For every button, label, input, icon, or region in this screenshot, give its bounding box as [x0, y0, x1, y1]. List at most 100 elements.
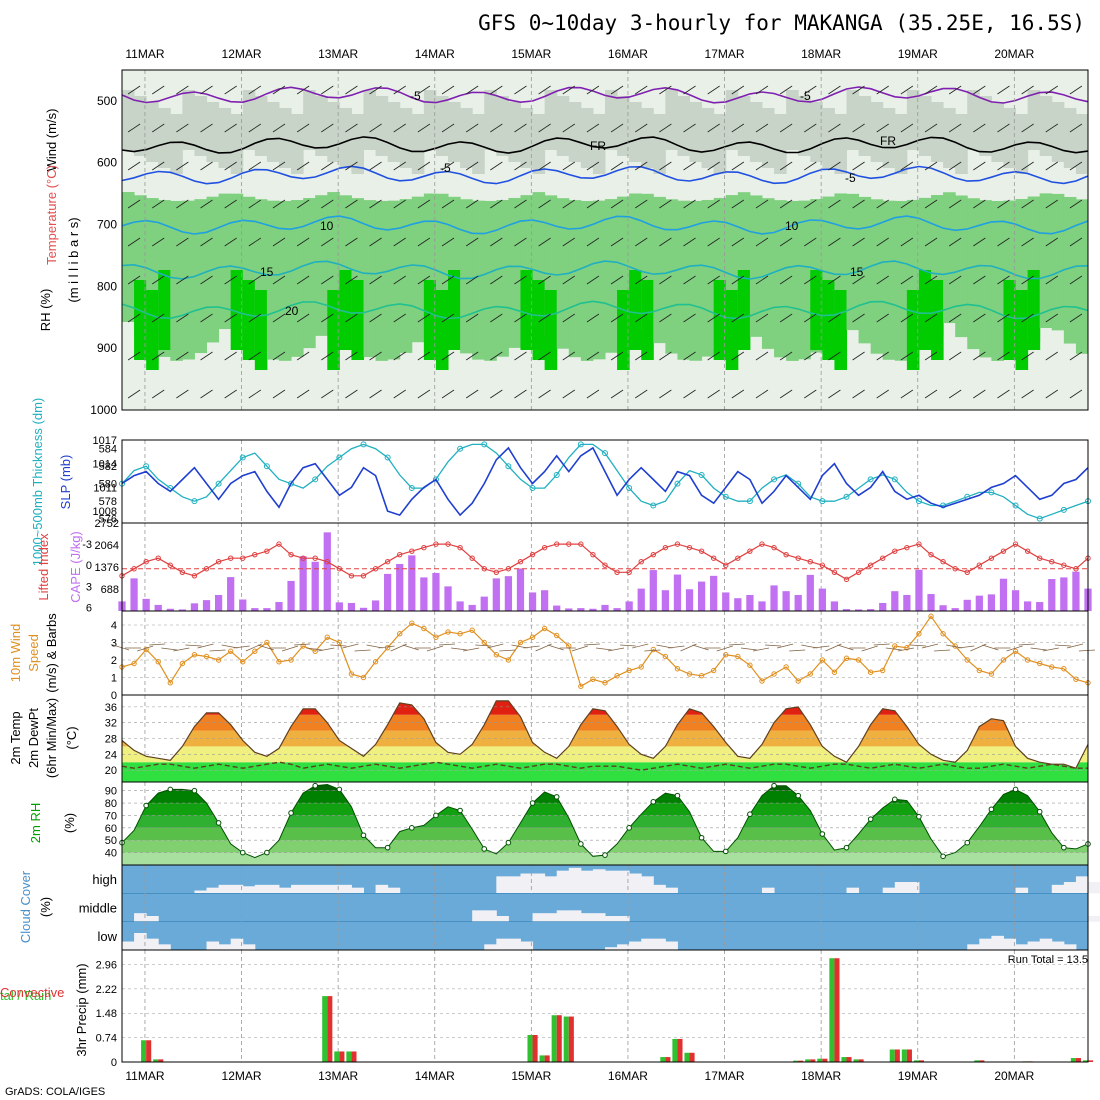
wind-barb — [514, 161, 527, 171]
wind-barb — [224, 275, 237, 285]
wind-speed-marker — [481, 639, 487, 646]
wind-barb — [176, 313, 189, 323]
wind-barb — [152, 313, 165, 323]
wind-speed-marker — [904, 645, 910, 651]
wind-barb — [852, 313, 865, 323]
temp-ylabel-b: 2m DewPt — [26, 708, 41, 768]
wind-barb-10m — [197, 643, 214, 649]
cloud-high-bar — [242, 886, 256, 894]
li-marker — [892, 548, 898, 554]
wind-barb — [200, 389, 213, 399]
rh-band — [411, 196, 425, 343]
wind-speed-line — [121, 615, 1089, 688]
rh-band — [1003, 108, 1017, 168]
cloud-high-bar — [1015, 887, 1029, 894]
slp-tick: 1014 — [93, 459, 117, 471]
rh-band — [701, 199, 715, 357]
wind-barb-10m — [1006, 645, 1023, 652]
cloud-middle-bar — [146, 916, 159, 922]
wind-speed-marker — [240, 659, 246, 665]
wind-speed-marker — [638, 664, 644, 670]
wind-barb — [755, 275, 769, 285]
cloud-low-bar — [1027, 941, 1041, 950]
wind-barb — [779, 351, 793, 361]
cape-bar — [202, 600, 211, 611]
rh-band — [399, 108, 413, 168]
rh-marker — [674, 792, 681, 799]
rh-band — [761, 108, 775, 168]
wind-speed-marker — [795, 678, 801, 684]
wind-barb-10m — [475, 644, 492, 647]
rh-marker — [988, 806, 995, 813]
wind-barb-10m — [149, 643, 166, 646]
li-marker — [312, 555, 318, 561]
slp-tick: 1011 — [93, 482, 117, 494]
wind-barb — [900, 199, 914, 209]
rh-band — [617, 290, 630, 370]
convective-bar — [906, 1049, 912, 1062]
rh-marker — [481, 846, 488, 852]
wind-speed-marker — [674, 666, 681, 672]
rain-bar — [901, 1049, 907, 1062]
wind-speed-marker — [300, 643, 306, 649]
rh-band — [472, 200, 485, 360]
cape-bar — [722, 592, 730, 611]
contour-label: -5 — [410, 89, 421, 103]
wind-barb — [948, 389, 962, 399]
wind-barb-10m — [813, 645, 830, 649]
thickness-marker — [191, 498, 198, 505]
wind-barb — [369, 123, 382, 133]
wind-barb — [635, 199, 648, 209]
thickness-marker — [843, 493, 850, 500]
wind-barb — [321, 389, 334, 399]
wind-speed-marker — [771, 671, 777, 677]
li-marker — [143, 559, 149, 565]
pressure-tick: 600 — [97, 156, 117, 170]
li-marker — [191, 573, 198, 579]
cape-bar — [299, 556, 307, 611]
rain-bar — [889, 1049, 895, 1062]
wind-barb — [1069, 237, 1083, 247]
precip-tick: 2.22 — [96, 984, 117, 996]
cloud-high-bar — [592, 869, 606, 894]
wind-barb — [731, 389, 745, 399]
x-day-label-bottom: 17MAR — [705, 1069, 745, 1083]
rh-band — [725, 90, 739, 150]
li-ylabel: Lifted Index — [36, 533, 51, 601]
wind-barb — [248, 351, 262, 361]
thickness-tick: 584 — [99, 444, 117, 456]
rh-band — [967, 90, 980, 150]
cape-bar — [939, 605, 947, 611]
wind-barb — [876, 237, 889, 247]
thickness-marker — [263, 463, 270, 470]
rh-band — [1039, 193, 1053, 328]
cloud-high-bar — [641, 876, 654, 894]
wind-barb-10m — [885, 647, 902, 651]
wind-barb — [465, 123, 479, 133]
wind-barb-10m — [970, 643, 987, 652]
thickness-ylabel: 1000~500mb Thickness (dm) — [30, 398, 45, 567]
wind-barb — [321, 313, 334, 323]
wind-speed-marker — [843, 655, 850, 661]
precip-tick: 2.96 — [96, 959, 117, 971]
li-marker — [215, 559, 222, 565]
wind-barb — [200, 123, 213, 133]
rh-band — [882, 200, 896, 360]
wind-barb — [852, 275, 865, 285]
wind-barb-10m — [1042, 647, 1059, 652]
li-marker — [1073, 566, 1079, 572]
convective-bar — [689, 1052, 695, 1062]
wind-barb — [1045, 351, 1058, 361]
li-marker — [457, 544, 463, 551]
li-marker — [1037, 555, 1043, 561]
rh-band — [520, 270, 534, 350]
rh-marker — [457, 807, 463, 814]
rh-band — [713, 114, 727, 174]
thickness-marker — [771, 476, 778, 483]
wind-barb — [828, 389, 841, 399]
wind-barb — [441, 351, 455, 361]
cloud-high-bar — [351, 887, 364, 894]
wind-barb — [586, 313, 600, 323]
rh-band — [170, 114, 183, 174]
cape-bar — [142, 598, 150, 611]
